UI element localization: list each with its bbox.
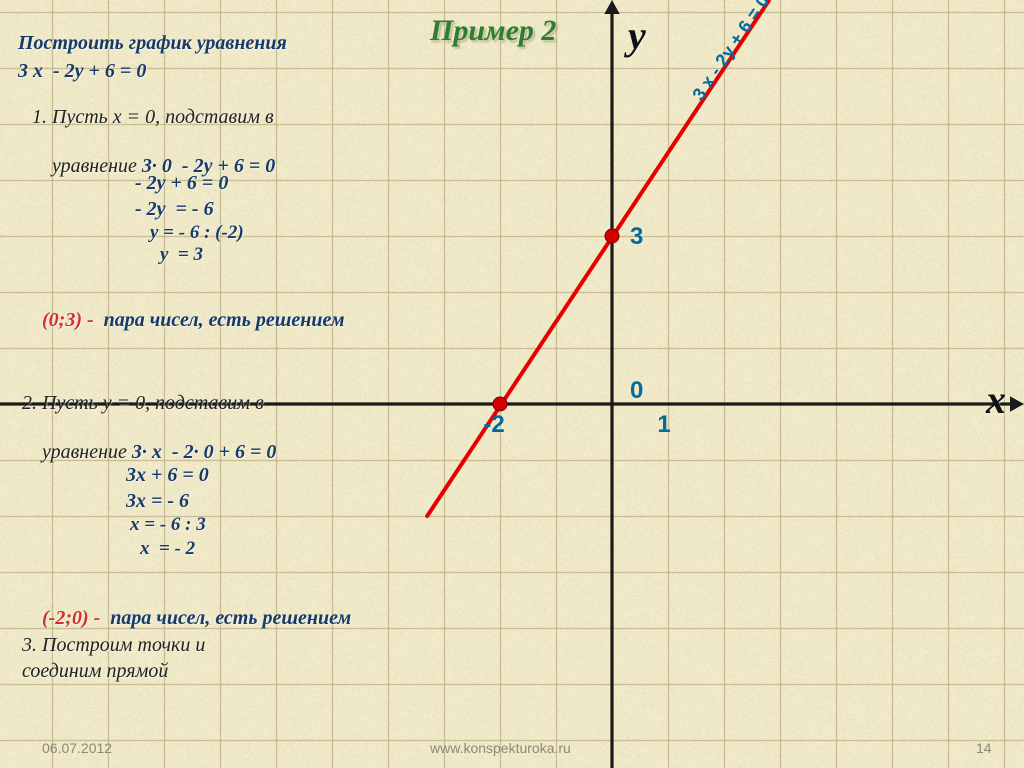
task-line1: Построить график уравнения — [18, 32, 287, 55]
step2-intro-a: 2. Пусть у = 0, подставим в — [22, 392, 264, 415]
y-axis-label: у — [628, 12, 646, 59]
step2-l4: х = - 2 — [140, 538, 195, 560]
step1-l1: - 2у + 6 = 0 — [135, 172, 228, 195]
step1-l4: у = 3 — [160, 244, 203, 266]
step2-l1: 3х + 6 = 0 — [126, 464, 209, 487]
text-layer: Пример 2 Построить график уравнения 3 х … — [0, 0, 1024, 768]
step3-l2: соединим прямой — [22, 660, 168, 683]
step2-l2: 3х = - 6 — [126, 490, 189, 513]
x-axis-label: х — [986, 376, 1006, 423]
footer-site: www.konspekturoka.ru — [430, 740, 571, 756]
step2-intro-eq: 3· х - 2· 0 + 6 = 0 — [132, 441, 276, 463]
task-eq: 3 х - 2у + 6 = 0 — [18, 60, 146, 83]
step1-sol-text: пара чисел, есть решением — [94, 309, 345, 331]
step1-sol-pair: (0;3) - — [42, 309, 94, 331]
step2-intro-pre: уравнение — [42, 441, 132, 463]
step2-sol-pair: (-2;0) - — [42, 607, 100, 629]
step1-intro-a: 1. Пусть х = 0, подставим в — [32, 106, 274, 129]
example-title: Пример 2 — [430, 14, 556, 48]
step1-intro-pre: уравнение — [52, 155, 142, 177]
step2-sol-text: пара чисел, есть решением — [100, 607, 351, 629]
step3-l1: 3. Построим точки и — [22, 634, 205, 657]
step2-l3: х = - 6 : 3 — [130, 514, 206, 536]
step1-l2: - 2у = - 6 — [135, 198, 214, 221]
step1-solution: (0;3) - пара чисел, есть решением — [22, 286, 345, 355]
footer-date: 06.07.2012 — [42, 740, 112, 756]
footer-page: 14 — [976, 740, 992, 756]
step1-l3: у = - 6 : (-2) — [150, 222, 244, 244]
